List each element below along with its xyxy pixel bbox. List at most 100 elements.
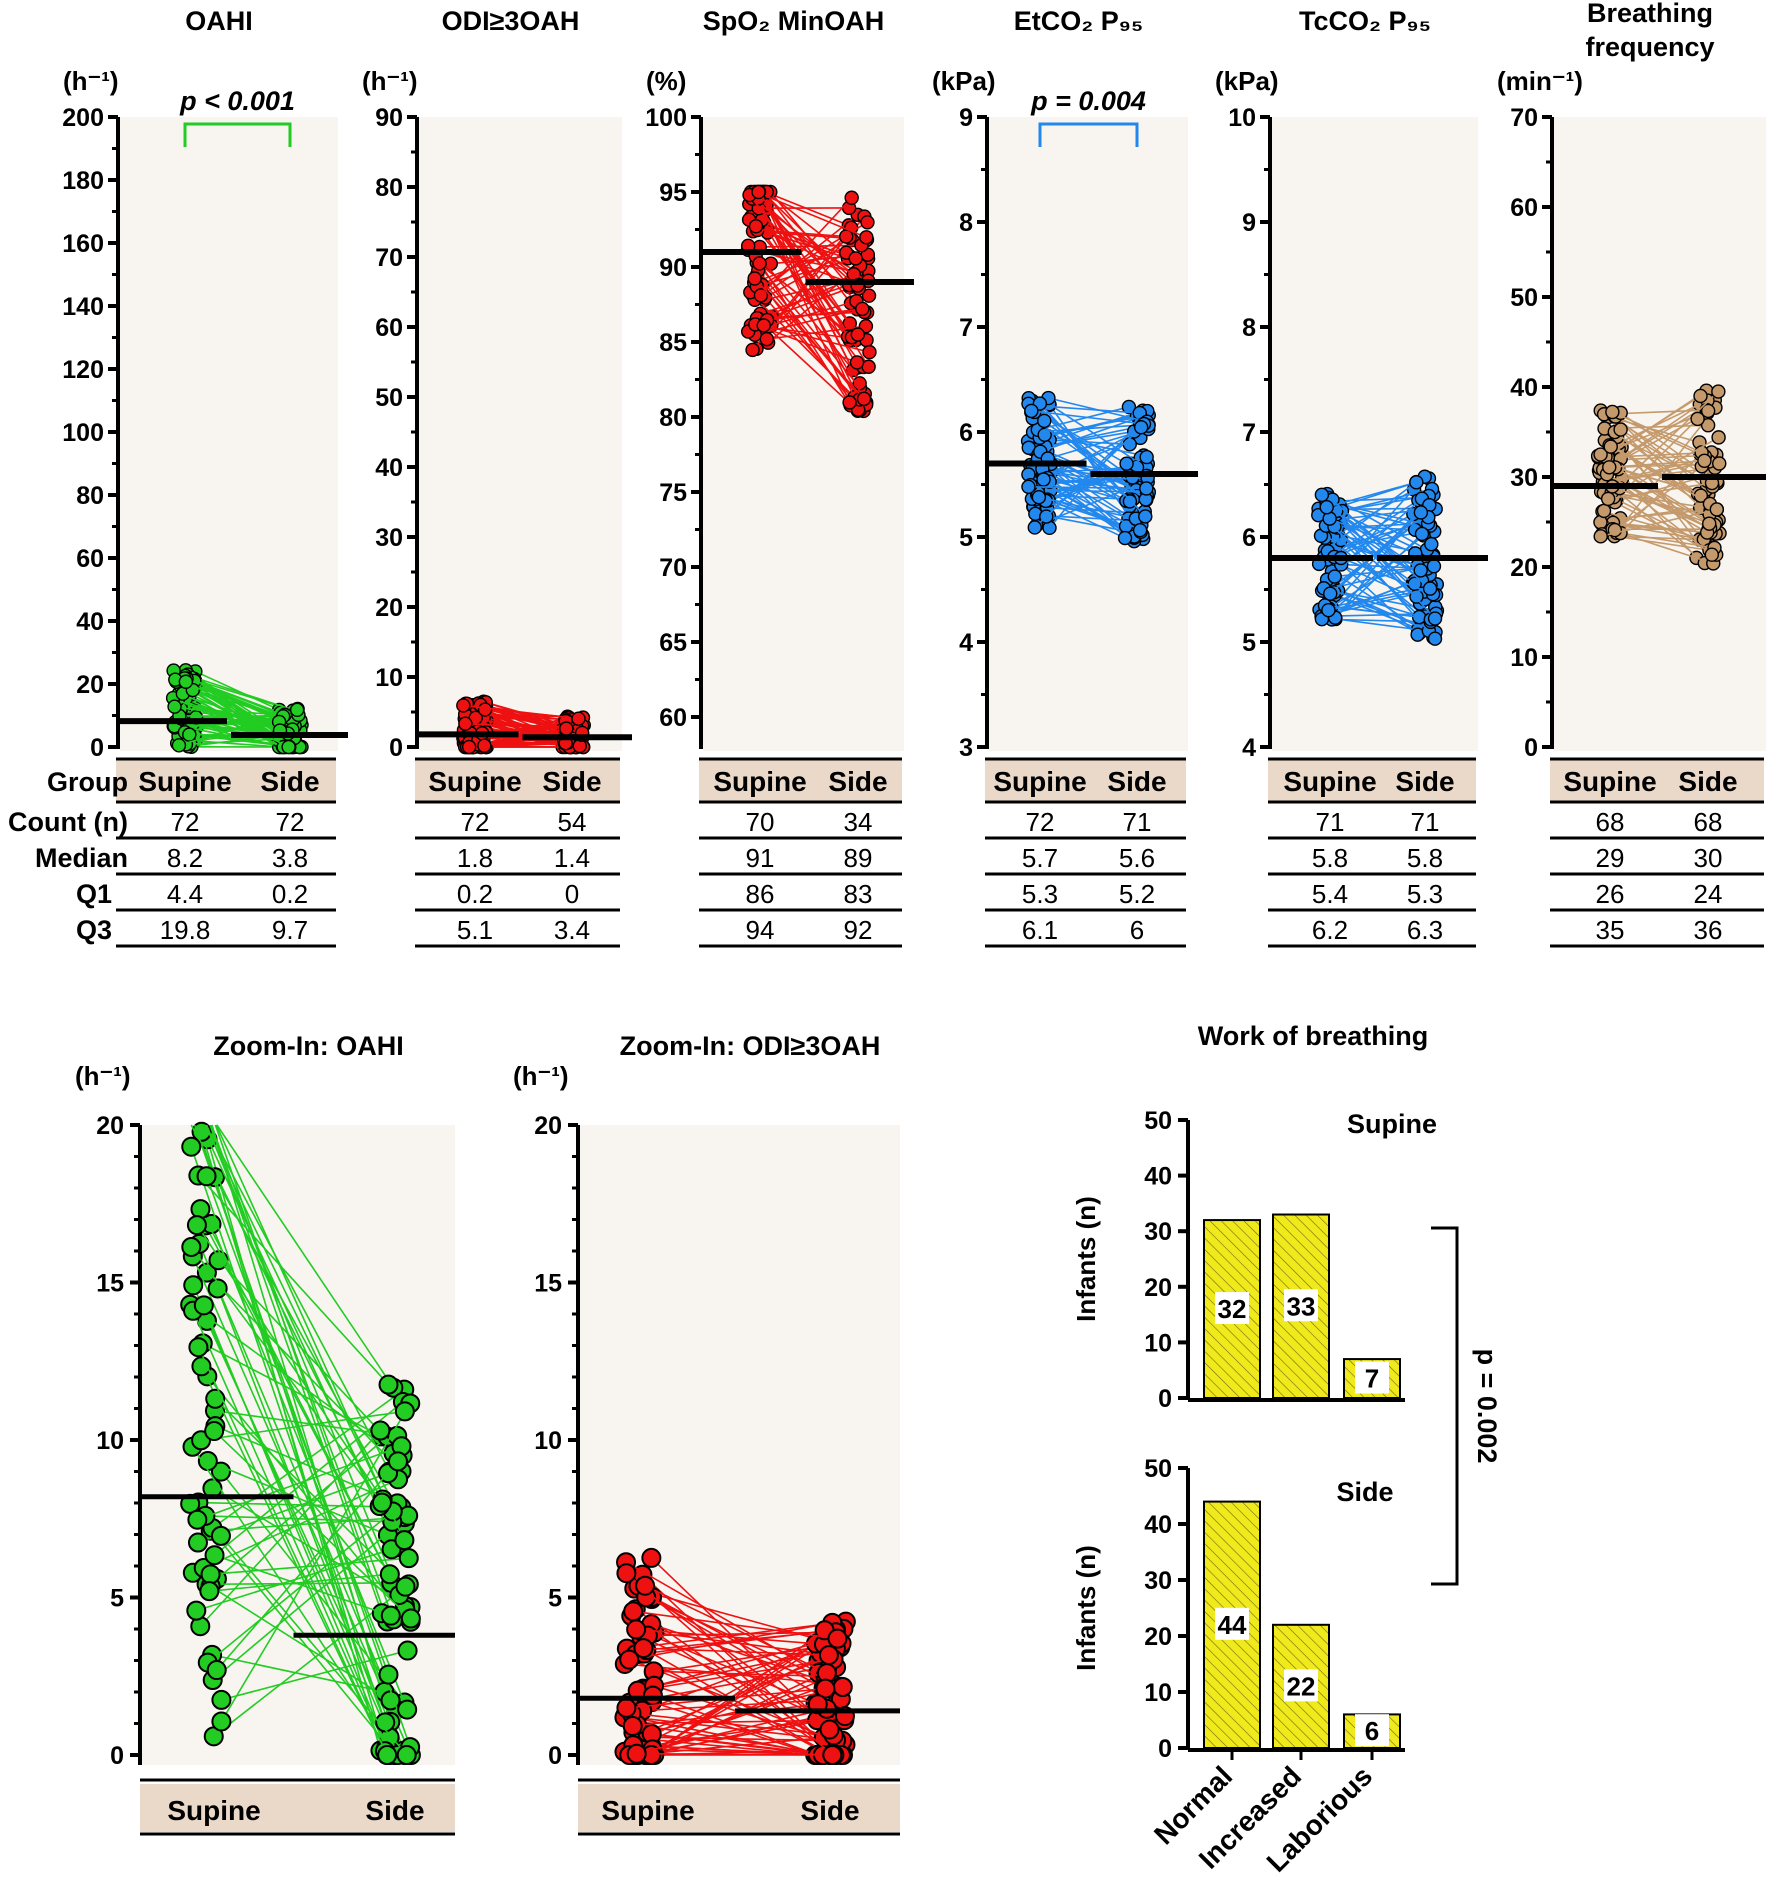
side-point: [1426, 559, 1442, 574]
side-point: [855, 301, 870, 317]
row-label-q3: Q3: [76, 915, 112, 945]
paired-points: [740, 184, 877, 419]
supine-point: [207, 1278, 228, 1299]
supine-point: [619, 1649, 640, 1670]
pair-line: [1331, 499, 1437, 596]
group-header-background: [116, 760, 336, 802]
group-label-side: Side: [365, 1795, 424, 1826]
pair-line: [629, 1622, 833, 1661]
table-cell-q3-side: 3.4: [554, 915, 590, 945]
y-tick-label: 9: [959, 104, 973, 132]
side-point: [397, 1640, 418, 1661]
y-tick-label: 95: [659, 179, 687, 207]
y-tick-label: 120: [62, 356, 104, 384]
y-tick-label: 10: [1144, 1329, 1172, 1357]
y-tick-label: 90: [659, 254, 687, 282]
table-cell-q3-side: 36: [1694, 915, 1723, 945]
side-point: [379, 1564, 400, 1585]
y-tick-label: 50: [1144, 1455, 1172, 1483]
table-cell-q1-side: 83: [844, 879, 873, 909]
pair-line: [220, 1535, 408, 1756]
supine-point: [477, 702, 493, 717]
pair-line: [1045, 500, 1126, 539]
supine-point: [1602, 460, 1617, 475]
table-cell-median-side: 3.8: [272, 843, 308, 873]
work-of-breathing-chart: Work of breathing 0 10 20 30 40 50 Infants (n) S…: [1071, 1021, 1502, 1878]
pair-line: [1041, 468, 1129, 520]
paired-points: [456, 694, 592, 755]
axis-unit: (h⁻¹): [513, 1061, 569, 1091]
p-value-label: p < 0.001: [179, 86, 295, 116]
table-cell-median-side: 5.8: [1407, 843, 1443, 873]
pair-line: [752, 294, 855, 398]
pair-line: [766, 308, 863, 321]
group-header-background: [985, 760, 1186, 802]
y-tick-label: 50: [1510, 284, 1538, 312]
pair-line: [205, 1124, 391, 1472]
side-point: [1697, 453, 1712, 468]
pair-line: [1612, 411, 1702, 454]
pair-line: [199, 1429, 381, 1627]
supine-point: [193, 1295, 214, 1316]
group-label-side: Side: [542, 766, 601, 797]
supine-point: [616, 1697, 637, 1718]
plot-background: [419, 117, 622, 751]
y-tick-label: 0: [1158, 1385, 1172, 1413]
pair-line: [186, 739, 281, 748]
table-cell-q3-supine: 94: [746, 915, 775, 945]
side-point: [396, 1745, 417, 1765]
pair-line: [651, 1701, 817, 1756]
side-point: [832, 1677, 853, 1698]
supine-point: [1603, 439, 1618, 454]
pair-line: [1028, 485, 1147, 490]
pair-line: [212, 1515, 409, 1681]
y-tick-label: 60: [659, 704, 687, 732]
pair-line: [757, 318, 859, 412]
bar-value-label: 22: [1287, 1671, 1316, 1701]
group-label-side: Side: [1107, 766, 1166, 797]
pair-line: [650, 1557, 831, 1731]
side-point: [1711, 430, 1726, 445]
bar-value-label: 7: [1365, 1364, 1379, 1394]
side-point: [1409, 475, 1424, 490]
panel-title: TcCO₂ P₉₅: [1299, 6, 1431, 36]
supine-point: [1314, 487, 1330, 503]
side-point: [1122, 494, 1138, 509]
panel-spo2: SpO₂ MinOAH (%) 60 65 70 75 80 85 90 95 100 Supine S…: [645, 6, 914, 948]
pair-line: [626, 1620, 846, 1650]
pair-line: [190, 1246, 383, 1504]
side-point: [844, 190, 859, 205]
pair-line: [197, 1472, 389, 1544]
panel-odi: ODI≥3OAH (h⁻¹) 0 10 20 30 40 50 60 70 80 90 Supine Si…: [362, 6, 632, 948]
pair-line: [647, 1631, 836, 1637]
supine-point: [186, 1215, 207, 1236]
supine-point: [756, 318, 771, 333]
side-point: [1700, 403, 1716, 419]
y-tick-label: 70: [659, 554, 687, 582]
pair-line: [210, 1124, 395, 1620]
y-tick-label: 60: [1510, 194, 1538, 222]
y-tick-label: 10: [1144, 1679, 1172, 1707]
y-tick-label: 70: [1510, 104, 1538, 132]
table-cell-median-supine: 91: [746, 843, 775, 873]
pair-line: [214, 1554, 392, 1617]
supine-point: [1605, 404, 1620, 420]
supine-point: [1031, 490, 1047, 505]
y-tick-label: 7: [1242, 419, 1256, 447]
side-point: [859, 230, 874, 245]
y-tick-label: 20: [76, 671, 104, 699]
side-point: [815, 1678, 836, 1699]
pair-line: [213, 1430, 412, 1620]
pair-line: [190, 1146, 386, 1723]
side-point: [371, 1492, 392, 1513]
pair-line: [220, 1403, 411, 1722]
side-point: [1427, 611, 1443, 626]
pair-line: [1615, 415, 1706, 458]
pair-line: [216, 1288, 399, 1756]
supine-point: [183, 1275, 204, 1296]
side-point: [394, 1530, 415, 1551]
y-tick-label: 0: [548, 1742, 562, 1770]
y-tick-label: 40: [375, 454, 403, 482]
side-point: [400, 1608, 421, 1629]
